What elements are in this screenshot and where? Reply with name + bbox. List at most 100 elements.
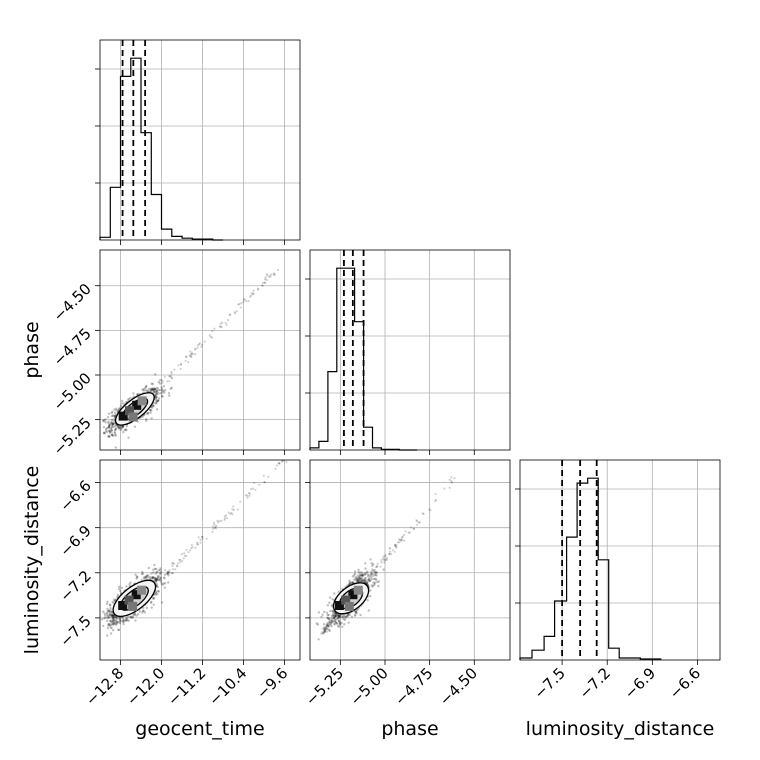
sample-point xyxy=(163,573,167,576)
tail-point xyxy=(112,621,116,624)
sample-point xyxy=(162,582,165,585)
tail-point xyxy=(111,618,114,621)
tail-point xyxy=(223,517,226,520)
sample-point xyxy=(372,581,375,584)
sample-point xyxy=(159,577,162,580)
tail-point xyxy=(372,570,375,573)
sample-point xyxy=(158,572,162,575)
tail-point xyxy=(322,631,325,635)
tail-point xyxy=(245,300,248,303)
sample-point xyxy=(333,611,337,615)
tail-point xyxy=(267,475,270,478)
tail-point xyxy=(169,375,173,378)
tail-point xyxy=(213,526,216,529)
sample-point xyxy=(341,625,344,628)
tail-point xyxy=(114,424,117,428)
sample-point xyxy=(111,418,114,422)
sample-point xyxy=(126,618,129,622)
sample-point xyxy=(129,616,132,619)
sample-point xyxy=(331,614,334,618)
tail-point xyxy=(246,494,249,497)
tail-point xyxy=(252,293,255,296)
sample-point xyxy=(150,387,153,390)
sample-point xyxy=(107,426,110,429)
tail-point xyxy=(113,431,117,434)
sample-point xyxy=(155,391,159,394)
tail-point xyxy=(324,628,327,631)
sample-point xyxy=(159,576,162,580)
sample-point xyxy=(370,577,373,581)
sample-point xyxy=(152,404,155,407)
tail-point xyxy=(218,325,221,328)
sample-point xyxy=(112,619,115,622)
tail-point xyxy=(155,391,158,395)
sample-point xyxy=(103,617,106,620)
tail-point xyxy=(240,302,243,305)
sample-point xyxy=(136,576,139,579)
sample-point xyxy=(108,619,112,623)
sample-point xyxy=(369,573,373,576)
density-block xyxy=(118,411,128,421)
sample-point xyxy=(333,615,337,618)
sample-point xyxy=(156,576,159,580)
tail-point xyxy=(163,375,166,378)
sample-point xyxy=(110,422,113,425)
sample-point xyxy=(118,619,122,623)
sample-point xyxy=(135,575,139,578)
tail-point xyxy=(338,615,342,618)
sample-point xyxy=(132,613,135,617)
sample-point xyxy=(163,391,166,394)
x-tick-label: −9.6 xyxy=(253,664,291,702)
sample-point xyxy=(111,425,114,428)
sample-point xyxy=(105,428,108,431)
sample-point xyxy=(156,389,159,393)
tail-point xyxy=(262,474,265,477)
sample-point xyxy=(167,581,170,584)
tail-point xyxy=(380,561,383,564)
tail-point xyxy=(421,512,424,515)
sample-point xyxy=(108,423,112,426)
sample-point xyxy=(117,628,121,632)
density-block xyxy=(128,412,138,422)
sample-point xyxy=(141,572,144,575)
tail-point xyxy=(179,363,182,366)
tail-point xyxy=(110,626,113,629)
tail-point xyxy=(391,549,395,552)
sample-point xyxy=(170,376,174,380)
tail-point xyxy=(196,543,199,546)
tail-point xyxy=(400,536,403,539)
sample-point xyxy=(336,616,340,620)
sample-point xyxy=(157,590,160,593)
tail-point xyxy=(225,514,228,517)
sample-point xyxy=(351,581,354,584)
tail-point xyxy=(416,520,419,523)
sample-point xyxy=(156,571,159,574)
sample-point xyxy=(145,606,148,610)
tail-point xyxy=(274,467,277,470)
sample-point xyxy=(328,601,331,604)
tail-point xyxy=(196,344,199,347)
sample-point xyxy=(151,576,154,580)
tail-point xyxy=(277,462,280,465)
sample-point xyxy=(338,614,342,617)
tail-point xyxy=(394,543,397,546)
tail-point xyxy=(113,429,117,432)
sample-point xyxy=(167,392,171,395)
sample-point xyxy=(104,429,108,432)
tail-point xyxy=(265,273,268,276)
sample-point xyxy=(131,616,134,619)
sample-point xyxy=(343,615,346,618)
sample-point xyxy=(150,576,154,579)
x-tick-label: −12.8 xyxy=(82,664,127,709)
tail-point xyxy=(228,313,231,316)
sample-point xyxy=(159,388,162,392)
tail-point xyxy=(325,624,328,627)
sample-point xyxy=(371,569,374,572)
hist-geocent_time-step xyxy=(99,57,224,241)
sample-point xyxy=(134,619,137,622)
sample-point xyxy=(124,618,128,622)
sample-point xyxy=(125,425,128,428)
tail-point xyxy=(108,431,112,435)
tail-point xyxy=(242,298,246,301)
sample-point xyxy=(148,408,152,412)
